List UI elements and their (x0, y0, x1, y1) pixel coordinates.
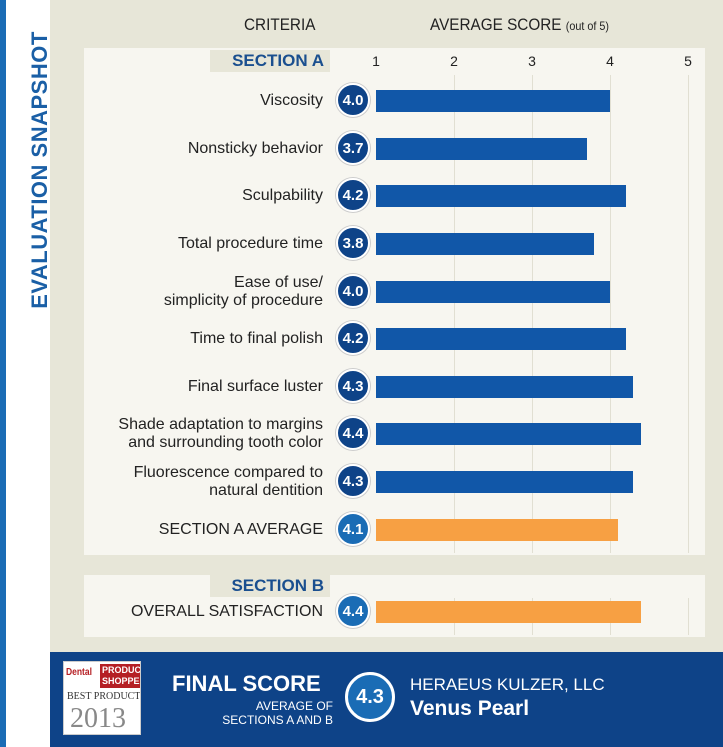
tick-label: 5 (684, 53, 692, 69)
score-badge: 4.2 (336, 178, 370, 212)
criteria-label: Sculpability (242, 187, 323, 205)
bar (376, 519, 618, 541)
gridline (532, 75, 533, 553)
logo-dental: Dental (66, 667, 92, 678)
criteria-label-line: Viscosity (260, 92, 323, 109)
score-badge: 4.0 (336, 83, 370, 117)
criteria-label: Time to final polish (190, 330, 323, 348)
tick-label: 1 (372, 53, 380, 69)
criteria-header: CRITERIA (244, 15, 316, 34)
section-b-label: SECTION B (210, 575, 330, 597)
bar (376, 185, 626, 207)
section-a-label: SECTION A (210, 50, 330, 72)
bar (376, 281, 610, 303)
logo-year: 2013 (70, 703, 126, 734)
gridline (688, 598, 689, 635)
criteria-label-line: Time to final polish (190, 330, 323, 347)
bar (376, 233, 595, 255)
bar (376, 138, 587, 160)
gridline (688, 75, 689, 553)
criteria-label-line: OVERALL SATISFACTION (130, 603, 323, 620)
criteria-label: OVERALL SATISFACTION (131, 603, 323, 621)
logo-best-product: BEST PRODUCT (67, 691, 141, 702)
score-badge: 4.0 (336, 274, 370, 308)
tick-label: 4 (606, 53, 614, 69)
criteria-label-line: Nonsticky behavior (187, 140, 323, 157)
criteria-label-line: natural dentition (209, 482, 323, 499)
final-score-sub1: AVERAGE OF (255, 699, 333, 713)
tick-label: 2 (450, 53, 458, 69)
score-badge: 4.3 (336, 369, 370, 403)
criteria-label-line: Ease of use/ (234, 274, 323, 291)
criteria-label: Shade adaptation to margins and surroundi… (118, 416, 323, 452)
criteria-label-line: Fluorescence compared to (133, 464, 323, 481)
sidebar: EVALUATION SNAPSHOT (6, 0, 52, 747)
gridline (610, 75, 611, 553)
criteria-label-line: Shade adaptation to margins (118, 416, 323, 433)
final-score-badge: 4.3 (345, 672, 395, 722)
accent-strip (0, 0, 7, 747)
criteria-label-line: Sculpability (242, 187, 323, 204)
score-badge: 3.8 (336, 226, 370, 260)
score-header: AVERAGE SCORE (out of 5) (430, 15, 609, 35)
tick-label: 3 (528, 53, 536, 69)
criteria-label: Nonsticky behavior (188, 140, 323, 158)
score-badge: 4.1 (336, 512, 370, 546)
criteria-label-line: and surrounding tooth color (128, 434, 323, 451)
criteria-label-line: Total procedure time (178, 235, 323, 252)
criteria-label-line: Final surface luster (187, 378, 323, 395)
criteria-label-line: SECTION A AVERAGE (158, 521, 323, 538)
bar (376, 601, 642, 623)
criteria-label: Total procedure time (178, 235, 323, 253)
bar (376, 423, 642, 445)
score-badge: 4.4 (336, 594, 370, 628)
final-score-sub2: SECTIONS A AND B (222, 713, 333, 727)
bar (376, 471, 634, 493)
score-header-note: (out of 5) (565, 19, 610, 33)
criteria-label: SECTION A AVERAGE (159, 521, 323, 539)
bar (376, 328, 626, 350)
score-badge: 4.4 (336, 416, 370, 450)
score-badge: 4.3 (336, 464, 370, 498)
final-score-subtitle: AVERAGE OF SECTIONS A AND B (222, 699, 333, 727)
final-score-label: FINAL SCORE (172, 671, 321, 696)
bar (376, 376, 634, 398)
bar (376, 90, 610, 112)
score-badge: 3.7 (336, 131, 370, 165)
score-badge: 4.2 (336, 321, 370, 355)
score-header-text: AVERAGE SCORE (430, 15, 562, 34)
criteria-label: Final surface luster (188, 378, 323, 396)
criteria-label: Ease of use/simplicity of procedure (164, 274, 323, 310)
criteria-label: Fluorescence compared to natural dentitio… (134, 464, 323, 500)
best-product-logo: Dental PRODUCT SHOPPER BEST PRODUCT 2013 (63, 661, 141, 735)
criteria-label: Viscosity (260, 92, 323, 110)
product-name: Venus Pearl (410, 697, 530, 720)
company-name: HERAEUS KULZER, LLC (410, 675, 605, 694)
gridline (454, 75, 455, 553)
logo-shopper: PRODUCT SHOPPER (100, 664, 140, 688)
criteria-label-line: simplicity of procedure (163, 292, 323, 309)
